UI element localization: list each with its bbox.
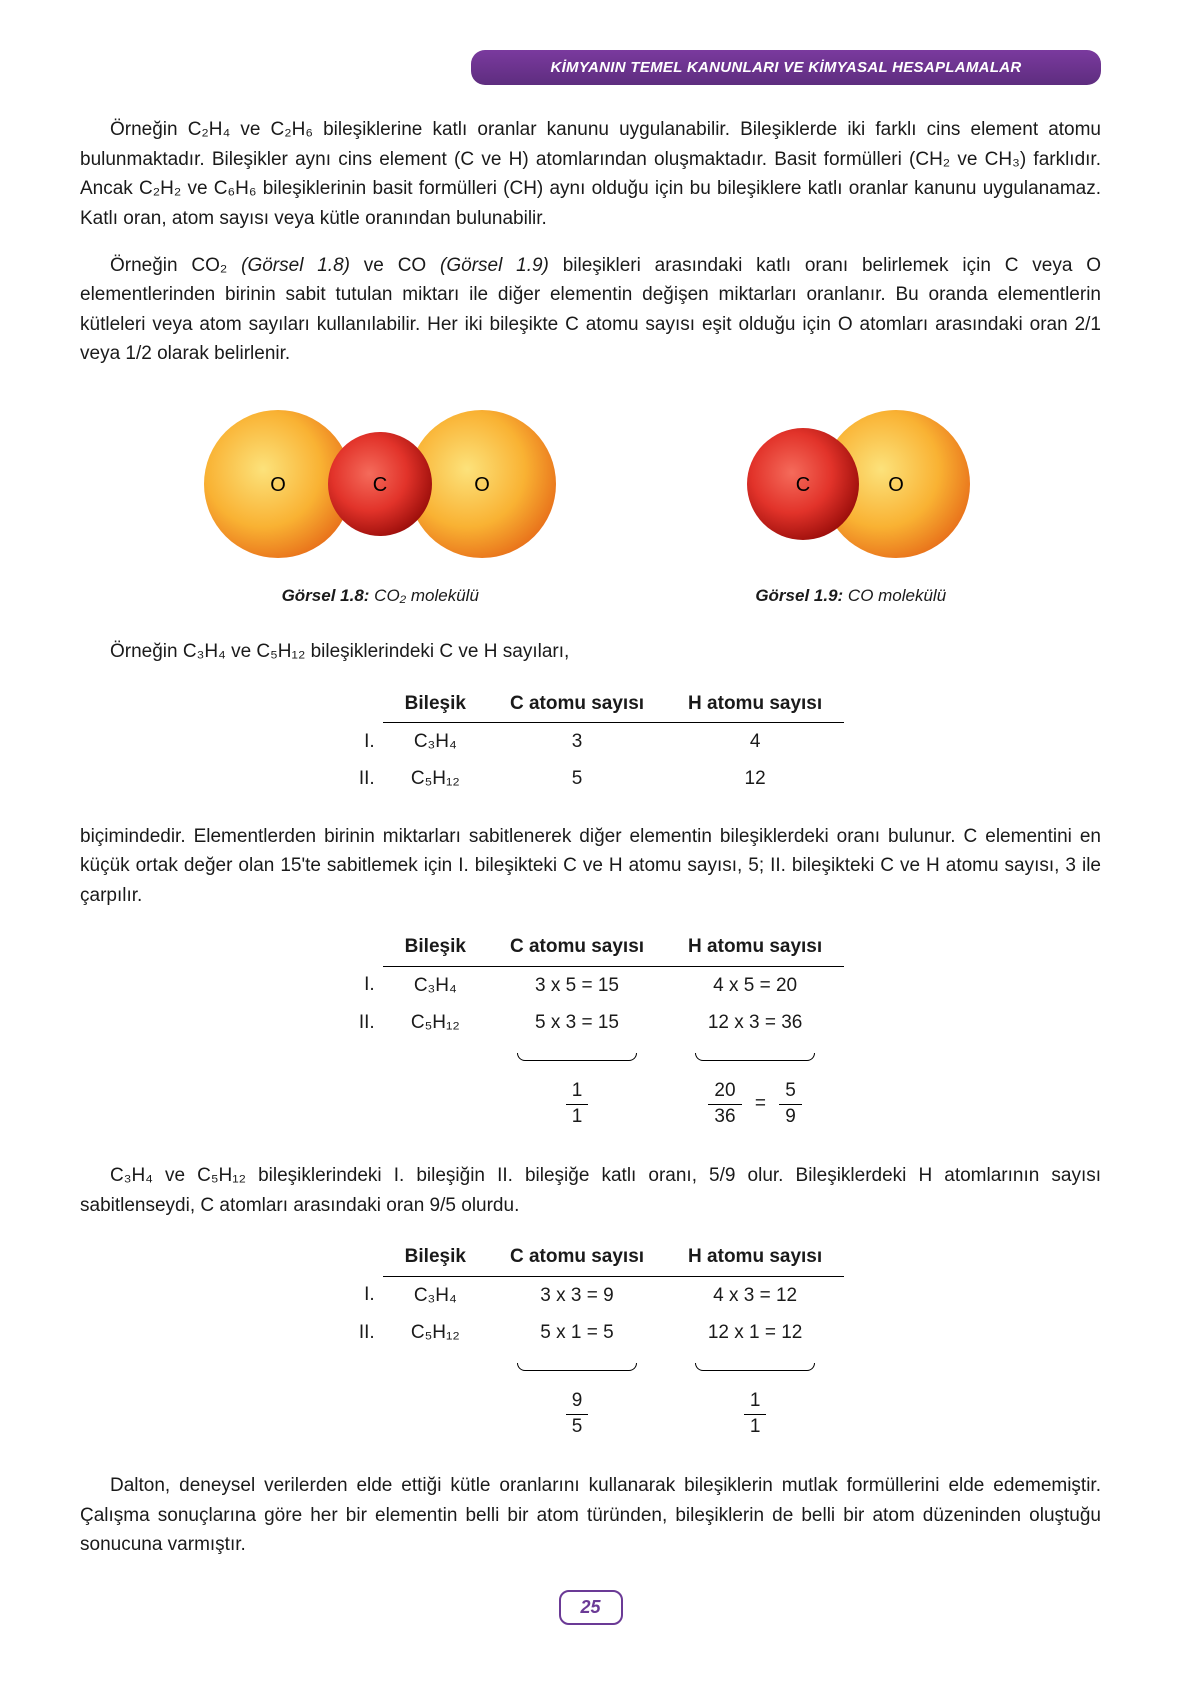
table-row: II. C₅H₁₂ 5 12 [337,760,844,797]
col-c-count: C atomu sayısı [488,1238,666,1276]
para2-text-c: ve CO [350,255,440,276]
page-number: 25 [559,1590,623,1626]
row-num: II. [337,760,383,797]
ratio-c: 95 [488,1381,666,1447]
para2-text-a: Örneğin CO₂ [110,255,241,276]
row-num: II. [337,1004,383,1041]
brace-icon [695,1363,815,1371]
col-h-count: H atomu sayısı [666,1238,844,1276]
paragraph-1: Örneğin C₂H₄ ve C₂H₆ bileşiklerine katlı… [80,115,1101,233]
molecule-figures: O C O Görsel 1.8: CO₂ molekülü C O Görse… [80,399,1101,609]
paragraph-3: Örneğin C₃H₄ ve C₅H₁₂ bileşiklerindeki C… [80,637,1101,666]
cell-compound: C₃H₄ [383,1276,488,1314]
figure-co: C O Görsel 1.9: CO molekülü [721,399,981,609]
brace-icon [517,1053,637,1061]
svg-text:O: O [888,474,904,496]
cell-h: 12 [666,760,844,797]
table-1: Bileşik C atomu sayısı H atomu sayısı I.… [337,685,844,798]
caption-text: CO₂ molekülü [369,586,478,605]
table-2: Bileşik C atomu sayısı H atomu sayısı I.… [337,928,844,1137]
cell-c: 5 [488,760,666,797]
svg-text:C: C [373,474,387,496]
brace-icon [695,1053,815,1061]
cell-compound: C₃H₄ [383,966,488,1004]
cell-h: 4 [666,722,844,760]
ratio-row: 95 11 [337,1381,844,1447]
col-h-count: H atomu sayısı [666,928,844,966]
cell-h: 12 x 3 = 36 [666,1004,844,1041]
chapter-header: KİMYANIN TEMEL KANUNLARI VE KİMYASAL HES… [471,50,1101,85]
cell-compound: C₅H₁₂ [383,760,488,797]
paragraph-6: Dalton, deneysel verilerden elde ettiği … [80,1471,1101,1559]
figure-co2-caption: Görsel 1.8: CO₂ molekülü [200,583,560,609]
svg-text:O: O [474,474,490,496]
col-c-count: C atomu sayısı [488,685,666,723]
ratio-c: 11 [488,1071,666,1137]
cell-c: 5 x 3 = 15 [488,1004,666,1041]
table-3: Bileşik C atomu sayısı H atomu sayısı I.… [337,1238,844,1447]
para2-ref-1: (Görsel 1.8) [241,255,350,276]
cell-c: 3 x 3 = 9 [488,1276,666,1314]
cell-compound: C₅H₁₂ [383,1314,488,1351]
ratio-row: 11 2036 = 59 [337,1071,844,1137]
brace-row [337,1351,844,1380]
row-num: I. [337,966,383,1004]
figure-co-caption: Görsel 1.9: CO molekülü [721,583,981,609]
caption-label: Görsel 1.9: [755,586,843,605]
caption-text: CO molekülü [843,586,946,605]
row-num: II. [337,1314,383,1351]
table-header-row: Bileşik C atomu sayısı H atomu sayısı [337,928,844,966]
table-row: I. C₃H₄ 3 x 3 = 9 4 x 3 = 12 [337,1276,844,1314]
table-row: I. C₃H₄ 3 4 [337,722,844,760]
cell-h: 4 x 3 = 12 [666,1276,844,1314]
col-compound: Bileşik [383,685,488,723]
row-num: I. [337,1276,383,1314]
table-header-row: Bileşik C atomu sayısı H atomu sayısı [337,685,844,723]
table-row: I. C₃H₄ 3 x 5 = 15 4 x 5 = 20 [337,966,844,1004]
figure-co2: O C O Görsel 1.8: CO₂ molekülü [200,399,560,609]
col-compound: Bileşik [383,1238,488,1276]
col-c-count: C atomu sayısı [488,928,666,966]
row-num: I. [337,722,383,760]
equals-sign: = [751,1093,770,1114]
ratio-h: 2036 = 59 [666,1071,844,1137]
ratio-h: 11 [666,1381,844,1447]
cell-h: 12 x 1 = 12 [666,1314,844,1351]
cell-h: 4 x 5 = 20 [666,966,844,1004]
table-header-row: Bileşik C atomu sayısı H atomu sayısı [337,1238,844,1276]
cell-c: 3 [488,722,666,760]
cell-compound: C₃H₄ [383,722,488,760]
paragraph-5: C₃H₄ ve C₅H₁₂ bileşiklerindeki I. bileşi… [80,1161,1101,1220]
brace-row [337,1041,844,1070]
paragraph-4: biçimindedir. Elementlerden birinin mikt… [80,822,1101,910]
brace-icon [517,1363,637,1371]
co-diagram: C O [721,399,981,569]
paragraph-2: Örneğin CO₂ (Görsel 1.8) ve CO (Görsel 1… [80,251,1101,369]
caption-label: Görsel 1.8: [282,586,370,605]
para2-ref-2: (Görsel 1.9) [440,255,549,276]
col-h-count: H atomu sayısı [666,685,844,723]
table-row: II. C₅H₁₂ 5 x 1 = 5 12 x 1 = 12 [337,1314,844,1351]
col-compound: Bileşik [383,928,488,966]
cell-c: 5 x 1 = 5 [488,1314,666,1351]
table-row: II. C₅H₁₂ 5 x 3 = 15 12 x 3 = 36 [337,1004,844,1041]
co2-diagram: O C O [200,399,560,569]
cell-c: 3 x 5 = 15 [488,966,666,1004]
svg-text:C: C [796,474,810,496]
cell-compound: C₅H₁₂ [383,1004,488,1041]
svg-text:O: O [270,474,286,496]
